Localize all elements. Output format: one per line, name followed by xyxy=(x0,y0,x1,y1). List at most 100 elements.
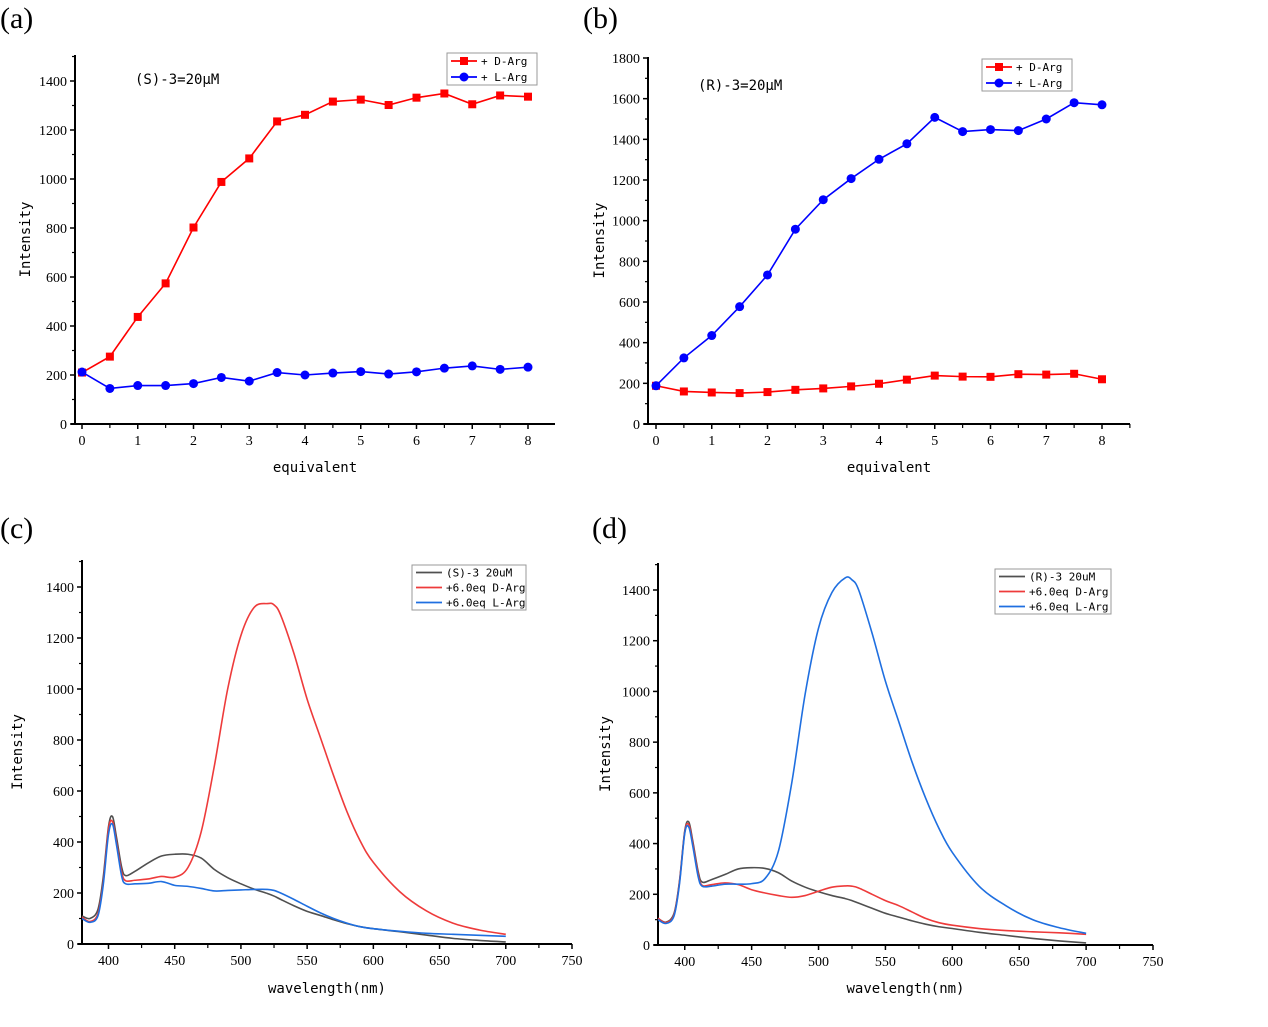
x-tick-label: 750 xyxy=(1143,955,1164,970)
y-tick-label: 600 xyxy=(629,787,650,802)
x-tick-label: 8 xyxy=(525,434,532,449)
data-point-circle xyxy=(189,379,198,389)
x-tick-label: 550 xyxy=(875,955,896,970)
x-tick-label: 5 xyxy=(931,434,938,449)
data-point-circle xyxy=(523,362,533,372)
x-tick-label: 1 xyxy=(708,434,715,449)
y-axis-title: Intensity xyxy=(592,203,608,279)
x-tick-label: 600 xyxy=(363,954,384,969)
data-point-square xyxy=(189,223,198,232)
y-tick-label: 800 xyxy=(629,736,650,751)
data-point-square xyxy=(245,154,254,163)
data-point-square xyxy=(986,372,995,381)
spectrum-curve xyxy=(657,822,1087,936)
y-tick-label: 1200 xyxy=(622,635,650,650)
panel-label-a: (a) xyxy=(0,2,34,35)
y-tick-label: 600 xyxy=(53,785,74,800)
x-tick-label: 600 xyxy=(942,955,963,970)
data-point-circle xyxy=(1013,126,1023,136)
legend: (R)-3 20uM +6.0eq D-Arg +6.0eq L-Arg xyxy=(994,568,1112,615)
x-tick-label: 500 xyxy=(808,955,829,970)
legend-label: + L-Arg xyxy=(481,71,527,84)
y-tick-label: 200 xyxy=(46,369,67,384)
x-tick-label: 0 xyxy=(653,434,660,449)
data-point-square xyxy=(819,384,828,393)
legend: (S)-3 20uM +6.0eq D-Arg +6.0eq L-Arg xyxy=(411,564,527,611)
data-point-circle xyxy=(328,368,338,378)
data-point-circle xyxy=(1041,114,1051,124)
x-tick-label: 3 xyxy=(246,434,253,449)
data-point-square xyxy=(105,352,114,361)
data-point-square xyxy=(1070,369,1079,378)
legend-label: (S)-3 20uM xyxy=(446,567,513,580)
data-point-square xyxy=(930,371,939,380)
x-tick-label: 6 xyxy=(413,434,420,449)
y-tick-label: 1400 xyxy=(46,581,74,596)
x-tick-label: 650 xyxy=(429,954,450,969)
series-line xyxy=(655,101,1103,387)
x-tick-label: 8 xyxy=(1099,434,1106,449)
data-point-circle xyxy=(272,368,282,378)
y-tick-label: 800 xyxy=(619,255,640,270)
data-point-square xyxy=(384,101,393,110)
x-axis-title: equivalent xyxy=(273,460,357,476)
legend-marker-circle xyxy=(994,78,1004,88)
y-tick-label: 1400 xyxy=(622,584,650,599)
data-point-square xyxy=(273,117,282,126)
x-tick-label: 700 xyxy=(495,954,516,969)
legend-label: +6.0eq L-Arg xyxy=(446,597,525,610)
y-tick-label: 1200 xyxy=(46,632,74,647)
y-tick-label: 1600 xyxy=(612,93,640,108)
y-axis-title: Intensity xyxy=(598,716,614,792)
data-point-square xyxy=(356,95,365,104)
data-point-circle xyxy=(874,154,884,164)
data-point-circle xyxy=(790,224,800,234)
data-point-circle xyxy=(846,174,856,184)
data-point-circle xyxy=(161,381,171,391)
spectrum-curve xyxy=(81,822,506,938)
y-tick-label: 1200 xyxy=(612,174,640,189)
y-tick-label: 800 xyxy=(53,734,74,749)
panel-label-d: (d) xyxy=(592,512,627,545)
data-point-circle xyxy=(1097,100,1107,110)
x-tick-label: 450 xyxy=(164,954,185,969)
data-point-square xyxy=(161,279,170,288)
y-tick-label: 400 xyxy=(46,320,67,335)
legend-label: + L-Arg xyxy=(1016,77,1062,90)
chart-c: 0 200 400 600 800 1000 1200 1400 400 450 500 550 600… xyxy=(10,560,583,997)
legend-label: +6.0eq L-Arg xyxy=(1029,601,1108,614)
series--6-0eq-l-arg xyxy=(657,576,1087,935)
series--d-arg xyxy=(78,89,532,377)
data-point-circle xyxy=(679,353,689,363)
x-tick-label: 500 xyxy=(230,954,251,969)
x-tick-label: 4 xyxy=(302,434,309,449)
data-point-circle xyxy=(958,127,968,137)
y-tick-label: 200 xyxy=(619,377,640,392)
data-point-square xyxy=(875,379,883,388)
y-tick-label: 1000 xyxy=(622,685,650,700)
data-point-square xyxy=(847,382,856,391)
y-tick-label: 0 xyxy=(67,938,74,953)
y-tick-label: 400 xyxy=(629,838,650,853)
data-point-square xyxy=(735,389,744,398)
data-point-circle xyxy=(818,195,828,205)
data-point-square xyxy=(791,385,800,394)
legend-marker-circle xyxy=(459,72,469,82)
x-axis-title: wavelength(nm) xyxy=(268,981,386,997)
legend-label: +6.0eq D-Arg xyxy=(1029,586,1108,599)
x-tick-label: 650 xyxy=(1009,955,1030,970)
data-point-circle xyxy=(384,369,394,379)
data-point-square xyxy=(1042,370,1051,379)
panel-label-b: (b) xyxy=(583,2,618,35)
data-point-circle xyxy=(105,383,115,393)
legend-label: +6.0eq D-Arg xyxy=(446,582,525,595)
data-point-circle xyxy=(439,363,449,373)
x-tick-label: 7 xyxy=(1043,434,1050,449)
data-point-circle xyxy=(651,381,661,391)
data-point-circle xyxy=(216,372,226,382)
data-point-circle xyxy=(1069,98,1079,108)
y-tick-label: 1000 xyxy=(612,215,640,230)
y-tick-label: 200 xyxy=(629,888,650,903)
data-point-square xyxy=(679,387,688,396)
concentration-annotation: (R)-3=20μM xyxy=(698,78,782,94)
